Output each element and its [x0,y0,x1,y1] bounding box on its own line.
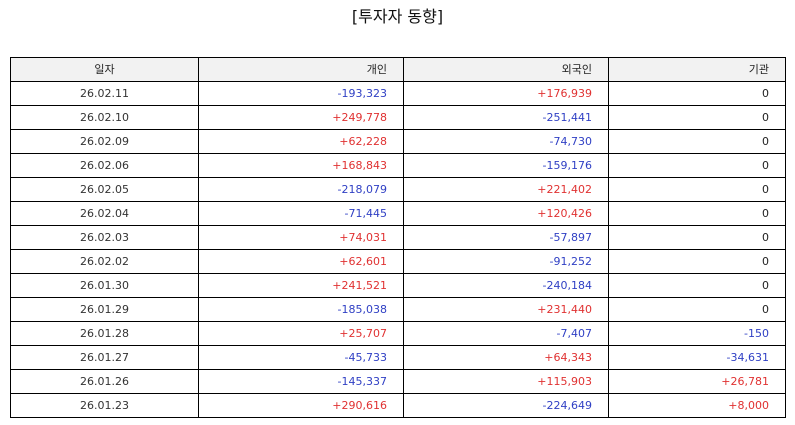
cell-foreign: -224,649 [403,393,609,418]
cell-date: 26.02.04 [10,201,199,226]
header-institution: 기관 [608,57,786,82]
cell-foreign: -7,407 [403,321,609,346]
cell-date: 26.01.28 [10,321,199,346]
cell-institution: 0 [608,105,786,130]
cell-foreign: +176,939 [403,81,609,106]
cell-institution: +8,000 [608,393,786,418]
cell-individual: +249,778 [198,105,404,130]
cell-individual: -145,337 [198,369,404,394]
cell-individual: +62,601 [198,249,404,274]
table-body: 26.02.11 -193,323 +176,939 0 26.02.10 +249,77… [10,81,786,418]
table-row: 26.01.28 +25,707 -7,407 -150 [10,321,786,346]
cell-foreign: -240,184 [403,273,609,298]
cell-individual: -218,079 [198,177,404,202]
page-title: [투자자 동향] [351,7,444,26]
cell-date: 26.02.06 [10,153,199,178]
cell-foreign: +64,343 [403,345,609,370]
cell-institution: 0 [608,201,786,226]
cell-individual: -45,733 [198,345,404,370]
cell-individual: +241,521 [198,273,404,298]
cell-individual: -185,038 [198,297,404,322]
table-row: 26.01.27 -45,733 +64,343 -34,631 [10,345,786,370]
table-row: 26.02.03 +74,031 -57,897 0 [10,225,786,250]
table-header: 일자 개인 외국인 기관 [10,57,786,82]
cell-foreign: -251,441 [403,105,609,130]
table-row: 26.02.05 -218,079 +221,402 0 [10,177,786,202]
table-row: 26.02.09 +62,228 -74,730 0 [10,129,786,154]
cell-institution: 0 [608,273,786,298]
cell-foreign: +231,440 [403,297,609,322]
cell-individual: +168,843 [198,153,404,178]
table-row: 26.01.23 +290,616 -224,649 +8,000 [10,393,786,418]
cell-individual: +62,228 [198,129,404,154]
cell-date: 26.01.30 [10,273,199,298]
header-foreign: 외국인 [403,57,609,82]
table-row: 26.02.10 +249,778 -251,441 0 [10,105,786,130]
header-date: 일자 [10,57,199,82]
header-individual: 개인 [198,57,404,82]
cell-foreign: -57,897 [403,225,609,250]
cell-institution: 0 [608,129,786,154]
cell-individual: +25,707 [198,321,404,346]
cell-date: 26.02.03 [10,225,199,250]
cell-date: 26.01.29 [10,297,199,322]
table-row: 26.01.29 -185,038 +231,440 0 [10,297,786,322]
table-row: 26.01.26 -145,337 +115,903 +26,781 [10,369,786,394]
cell-date: 26.02.02 [10,249,199,274]
table-row: 26.01.30 +241,521 -240,184 0 [10,273,786,298]
cell-individual: -193,323 [198,81,404,106]
cell-institution: 0 [608,153,786,178]
investor-trend-table: 일자 개인 외국인 기관 26.02.11 -193,323 +176,939 0 26… [10,57,786,418]
cell-individual: +74,031 [198,225,404,250]
cell-date: 26.02.10 [10,105,199,130]
cell-institution: -150 [608,321,786,346]
table-row: 26.02.04 -71,445 +120,426 0 [10,201,786,226]
cell-individual: -71,445 [198,201,404,226]
cell-foreign: -91,252 [403,249,609,274]
cell-date: 26.01.26 [10,369,199,394]
header-row: 일자 개인 외국인 기관 [10,57,786,82]
cell-foreign: +120,426 [403,201,609,226]
cell-individual: +290,616 [198,393,404,418]
cell-institution: +26,781 [608,369,786,394]
cell-foreign: +221,402 [403,177,609,202]
cell-date: 26.02.05 [10,177,199,202]
cell-institution: 0 [608,81,786,106]
cell-foreign: -159,176 [403,153,609,178]
cell-date: 26.01.23 [10,393,199,418]
cell-date: 26.01.27 [10,345,199,370]
cell-institution: 0 [608,297,786,322]
cell-institution: 0 [608,225,786,250]
cell-institution: 0 [608,177,786,202]
cell-institution: -34,631 [608,345,786,370]
cell-foreign: +115,903 [403,369,609,394]
cell-date: 26.02.09 [10,129,199,154]
cell-institution: 0 [608,249,786,274]
table-row: 26.02.06 +168,843 -159,176 0 [10,153,786,178]
cell-date: 26.02.11 [10,81,199,106]
cell-foreign: -74,730 [403,129,609,154]
table-row: 26.02.02 +62,601 -91,252 0 [10,249,786,274]
table-row: 26.02.11 -193,323 +176,939 0 [10,81,786,106]
